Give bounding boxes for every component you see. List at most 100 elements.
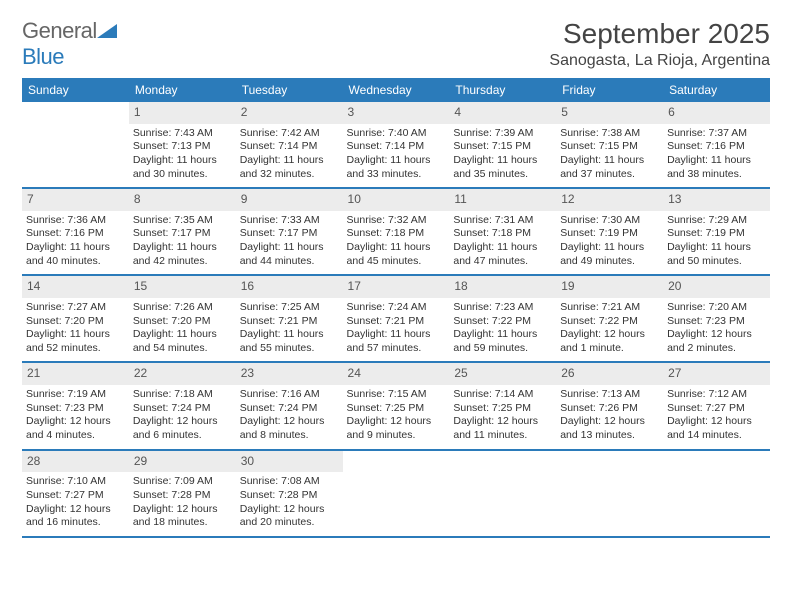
sunrise-text: Sunrise: 7:12 AM [667, 388, 766, 402]
calendar-day-cell: 17Sunrise: 7:24 AMSunset: 7:21 PMDayligh… [343, 275, 450, 362]
calendar-day-cell: 25Sunrise: 7:14 AMSunset: 7:25 PMDayligh… [449, 362, 556, 449]
sunset-text: Sunset: 7:20 PM [26, 315, 125, 329]
daylight-text: Daylight: 11 hours and 49 minutes. [560, 241, 659, 268]
day-number: 26 [556, 363, 663, 385]
day-number: 25 [449, 363, 556, 385]
day-number: 11 [449, 189, 556, 211]
logo: General Blue [22, 18, 117, 70]
calendar-day-cell: 2Sunrise: 7:42 AMSunset: 7:14 PMDaylight… [236, 102, 343, 188]
daylight-text: Daylight: 11 hours and 38 minutes. [667, 154, 766, 181]
calendar-week-row: 14Sunrise: 7:27 AMSunset: 7:20 PMDayligh… [22, 275, 770, 362]
sunrise-text: Sunrise: 7:19 AM [26, 388, 125, 402]
day-number: 3 [343, 102, 450, 124]
calendar-week-row: 1Sunrise: 7:43 AMSunset: 7:13 PMDaylight… [22, 102, 770, 188]
day-number: 28 [22, 451, 129, 473]
calendar-day-cell: 9Sunrise: 7:33 AMSunset: 7:17 PMDaylight… [236, 188, 343, 275]
sunrise-text: Sunrise: 7:31 AM [453, 214, 552, 228]
title-block: September 2025 Sanogasta, La Rioja, Arge… [549, 18, 770, 70]
sunrise-text: Sunrise: 7:09 AM [133, 475, 232, 489]
calendar-day-cell: 5Sunrise: 7:38 AMSunset: 7:15 PMDaylight… [556, 102, 663, 188]
day-of-week-header-row: SundayMondayTuesdayWednesdayThursdayFrid… [22, 78, 770, 102]
sunset-text: Sunset: 7:15 PM [560, 140, 659, 154]
sunset-text: Sunset: 7:18 PM [453, 227, 552, 241]
header: General Blue September 2025 Sanogasta, L… [22, 18, 770, 70]
sunrise-text: Sunrise: 7:13 AM [560, 388, 659, 402]
sunrise-text: Sunrise: 7:35 AM [133, 214, 232, 228]
day-of-week-header: Saturday [663, 78, 770, 102]
calendar-week-row: 7Sunrise: 7:36 AMSunset: 7:16 PMDaylight… [22, 188, 770, 275]
day-number: 12 [556, 189, 663, 211]
day-of-week-header: Tuesday [236, 78, 343, 102]
daylight-text: Daylight: 11 hours and 35 minutes. [453, 154, 552, 181]
day-number: 2 [236, 102, 343, 124]
day-number: 27 [663, 363, 770, 385]
sunrise-text: Sunrise: 7:40 AM [347, 127, 446, 141]
sunset-text: Sunset: 7:14 PM [240, 140, 339, 154]
sunset-text: Sunset: 7:26 PM [560, 402, 659, 416]
daylight-text: Daylight: 12 hours and 4 minutes. [26, 415, 125, 442]
sunset-text: Sunset: 7:28 PM [240, 489, 339, 503]
day-of-week-header: Thursday [449, 78, 556, 102]
daylight-text: Daylight: 12 hours and 18 minutes. [133, 503, 232, 530]
calendar-day-cell [449, 450, 556, 537]
daylight-text: Daylight: 12 hours and 20 minutes. [240, 503, 339, 530]
sunset-text: Sunset: 7:19 PM [667, 227, 766, 241]
daylight-text: Daylight: 12 hours and 8 minutes. [240, 415, 339, 442]
logo-word2: Blue [22, 44, 64, 69]
sunset-text: Sunset: 7:14 PM [347, 140, 446, 154]
calendar-day-cell: 12Sunrise: 7:30 AMSunset: 7:19 PMDayligh… [556, 188, 663, 275]
sunrise-text: Sunrise: 7:15 AM [347, 388, 446, 402]
sunrise-text: Sunrise: 7:10 AM [26, 475, 125, 489]
day-number: 17 [343, 276, 450, 298]
sunset-text: Sunset: 7:28 PM [133, 489, 232, 503]
day-number: 13 [663, 189, 770, 211]
sunrise-text: Sunrise: 7:37 AM [667, 127, 766, 141]
logo-word1: General [22, 18, 97, 43]
calendar-day-cell: 6Sunrise: 7:37 AMSunset: 7:16 PMDaylight… [663, 102, 770, 188]
calendar-day-cell: 23Sunrise: 7:16 AMSunset: 7:24 PMDayligh… [236, 362, 343, 449]
day-number: 10 [343, 189, 450, 211]
location: Sanogasta, La Rioja, Argentina [549, 52, 770, 70]
sunrise-text: Sunrise: 7:42 AM [240, 127, 339, 141]
calendar-day-cell: 26Sunrise: 7:13 AMSunset: 7:26 PMDayligh… [556, 362, 663, 449]
calendar-day-cell: 15Sunrise: 7:26 AMSunset: 7:20 PMDayligh… [129, 275, 236, 362]
sunset-text: Sunset: 7:23 PM [667, 315, 766, 329]
day-number: 19 [556, 276, 663, 298]
calendar-day-cell: 13Sunrise: 7:29 AMSunset: 7:19 PMDayligh… [663, 188, 770, 275]
day-number: 5 [556, 102, 663, 124]
day-of-week-header: Monday [129, 78, 236, 102]
day-number: 7 [22, 189, 129, 211]
calendar-day-cell: 7Sunrise: 7:36 AMSunset: 7:16 PMDaylight… [22, 188, 129, 275]
sunrise-text: Sunrise: 7:25 AM [240, 301, 339, 315]
calendar-day-cell: 20Sunrise: 7:20 AMSunset: 7:23 PMDayligh… [663, 275, 770, 362]
daylight-text: Daylight: 11 hours and 44 minutes. [240, 241, 339, 268]
calendar-day-cell: 18Sunrise: 7:23 AMSunset: 7:22 PMDayligh… [449, 275, 556, 362]
day-number: 16 [236, 276, 343, 298]
calendar-day-cell: 28 Sunrise: 7:10 AMSunset: 7:27 PMDayligh… [22, 450, 129, 537]
sunrise-text: Sunrise: 7:39 AM [453, 127, 552, 141]
daylight-text: Daylight: 12 hours and 6 minutes. [133, 415, 232, 442]
sunset-text: Sunset: 7:24 PM [133, 402, 232, 416]
day-number: 29 [129, 451, 236, 473]
day-number: 24 [343, 363, 450, 385]
sunset-text: Sunset: 7:17 PM [240, 227, 339, 241]
month-title: September 2025 [549, 18, 770, 50]
sunrise-text: Sunrise: 7:14 AM [453, 388, 552, 402]
calendar-week-row: 28Sunrise: 7:10 AMSunset: 7:27 PMDayligh… [22, 450, 770, 537]
sunset-text: Sunset: 7:23 PM [26, 402, 125, 416]
daylight-text: Daylight: 12 hours and 1 minute. [560, 328, 659, 355]
day-number: 22 [129, 363, 236, 385]
sunrise-text: Sunrise: 7:33 AM [240, 214, 339, 228]
daylight-text: Daylight: 11 hours and 42 minutes. [133, 241, 232, 268]
daylight-text: Daylight: 12 hours and 16 minutes. [26, 503, 125, 530]
calendar-day-cell [556, 450, 663, 537]
sunset-text: Sunset: 7:21 PM [240, 315, 339, 329]
day-of-week-header: Wednesday [343, 78, 450, 102]
sunset-text: Sunset: 7:27 PM [26, 489, 125, 503]
sunset-text: Sunset: 7:15 PM [453, 140, 552, 154]
sunset-text: Sunset: 7:22 PM [453, 315, 552, 329]
calendar-day-cell: 29 Sunrise: 7:09 AMSunset: 7:28 PMDayligh… [129, 450, 236, 537]
day-number: 20 [663, 276, 770, 298]
daylight-text: Daylight: 12 hours and 14 minutes. [667, 415, 766, 442]
sunrise-text: Sunrise: 7:36 AM [26, 214, 125, 228]
